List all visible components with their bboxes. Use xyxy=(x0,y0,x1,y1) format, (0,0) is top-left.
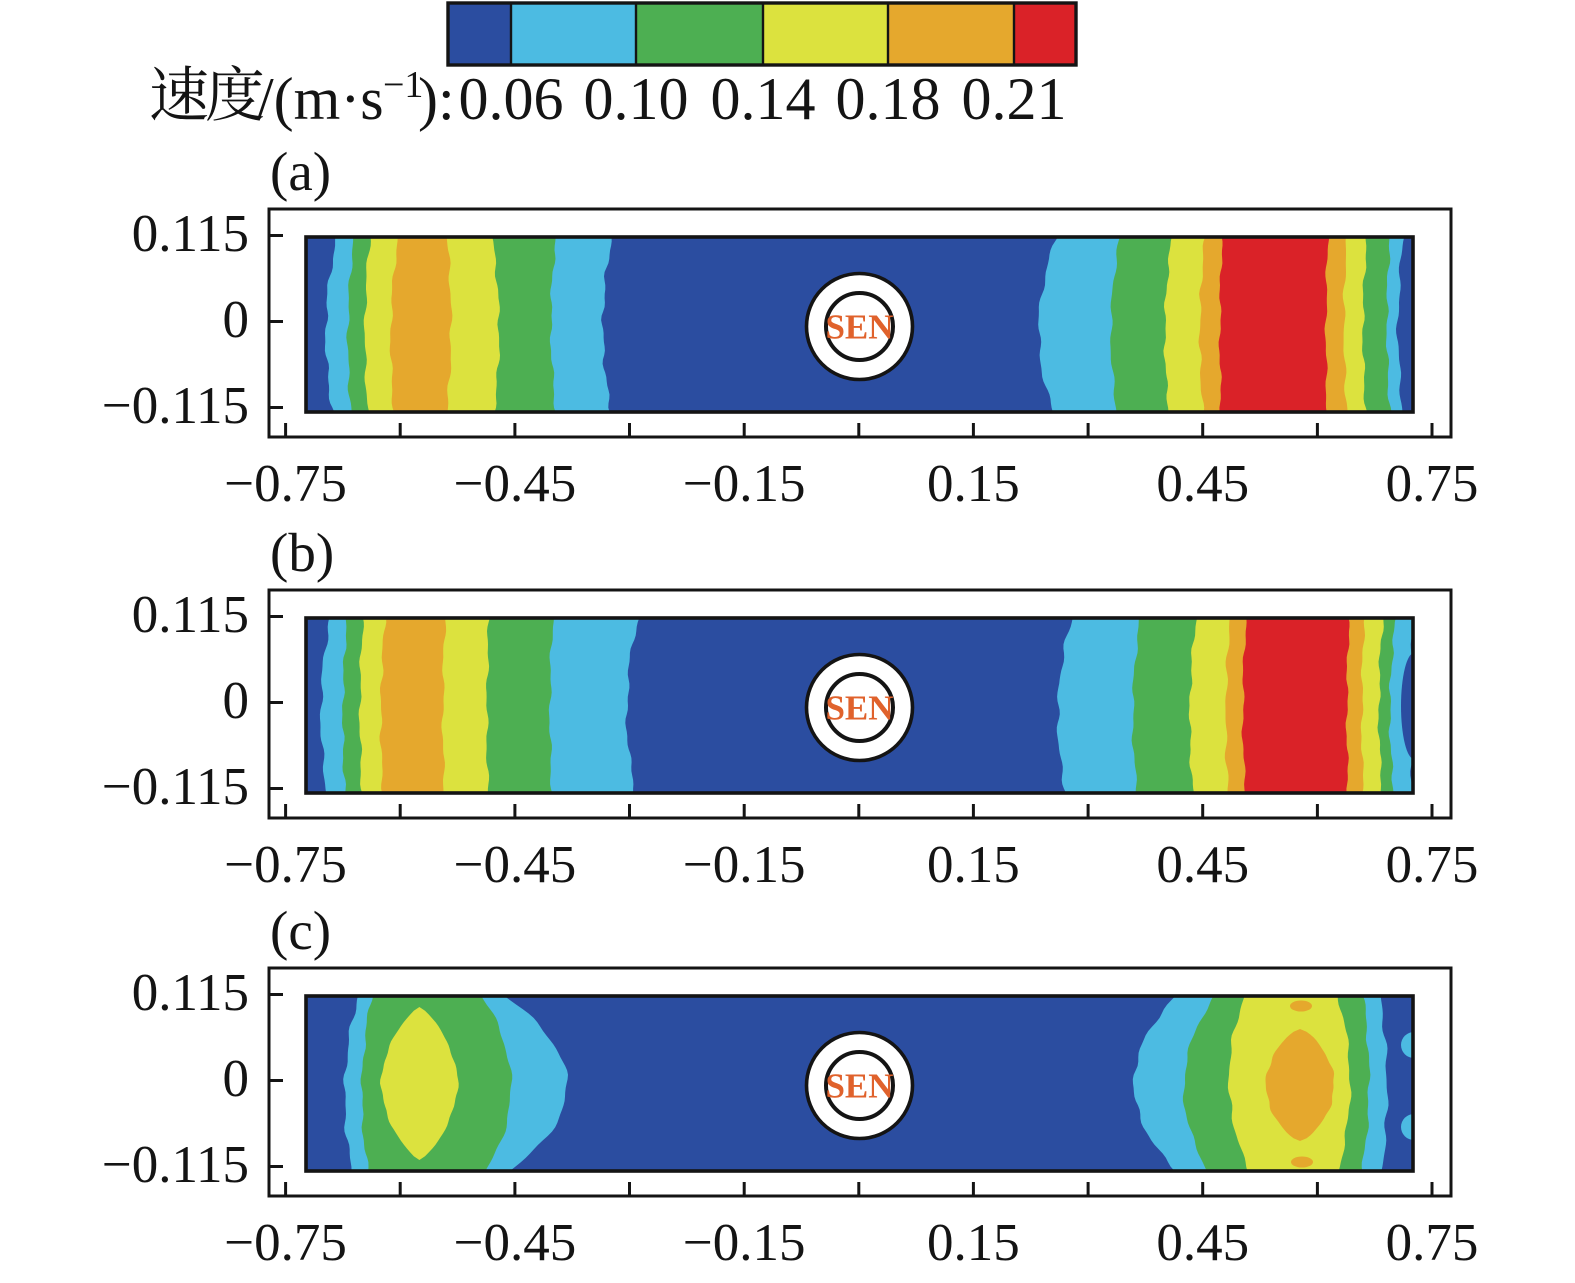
svg-text:0.18: 0.18 xyxy=(836,66,941,132)
svg-text:−1: −1 xyxy=(383,64,423,106)
svg-text:−0.15: −0.15 xyxy=(683,1214,806,1272)
svg-text:−0.45: −0.45 xyxy=(454,836,577,894)
svg-text:−0.45: −0.45 xyxy=(454,455,577,513)
svg-text:0.14: 0.14 xyxy=(711,66,816,132)
svg-text:−0.15: −0.15 xyxy=(683,455,806,513)
svg-text:SEN: SEN xyxy=(825,308,893,347)
svg-text:0.10: 0.10 xyxy=(584,66,689,132)
svg-text:0: 0 xyxy=(223,672,250,730)
svg-text:0.45: 0.45 xyxy=(1156,836,1249,894)
svg-text:0.75: 0.75 xyxy=(1386,1214,1479,1272)
svg-text:−0.45: −0.45 xyxy=(454,1214,577,1272)
svg-text:0.15: 0.15 xyxy=(927,455,1020,513)
svg-text:/(m·s: /(m·s xyxy=(257,66,384,132)
svg-text:SEN: SEN xyxy=(825,1067,893,1106)
svg-text:−0.15: −0.15 xyxy=(683,836,806,894)
svg-text:−0.115: −0.115 xyxy=(102,1136,249,1194)
svg-text:0: 0 xyxy=(223,291,250,349)
svg-text:−0.75: −0.75 xyxy=(224,836,347,894)
svg-text:0.115: 0.115 xyxy=(132,205,249,263)
svg-text:0.45: 0.45 xyxy=(1156,1214,1249,1272)
svg-text:−0.75: −0.75 xyxy=(224,455,347,513)
svg-text:0.115: 0.115 xyxy=(132,964,249,1022)
svg-text:0.15: 0.15 xyxy=(927,836,1020,894)
svg-text:−0.115: −0.115 xyxy=(102,758,249,816)
svg-text:(a): (a) xyxy=(270,141,331,202)
svg-text:):: ): xyxy=(418,66,455,132)
svg-text:0: 0 xyxy=(223,1050,250,1108)
svg-text:(b): (b) xyxy=(270,522,334,583)
svg-text:0.21: 0.21 xyxy=(962,66,1067,132)
svg-text:0.06: 0.06 xyxy=(459,66,564,132)
svg-text:(c): (c) xyxy=(270,900,331,961)
svg-text:−0.115: −0.115 xyxy=(102,377,249,435)
svg-text:0.115: 0.115 xyxy=(132,586,249,644)
svg-text:0.75: 0.75 xyxy=(1386,455,1479,513)
svg-text:0.15: 0.15 xyxy=(927,1214,1020,1272)
svg-text:0.75: 0.75 xyxy=(1386,836,1479,894)
svg-text:0.45: 0.45 xyxy=(1156,455,1249,513)
svg-text:SEN: SEN xyxy=(825,689,893,728)
svg-text:−0.75: −0.75 xyxy=(224,1214,347,1272)
